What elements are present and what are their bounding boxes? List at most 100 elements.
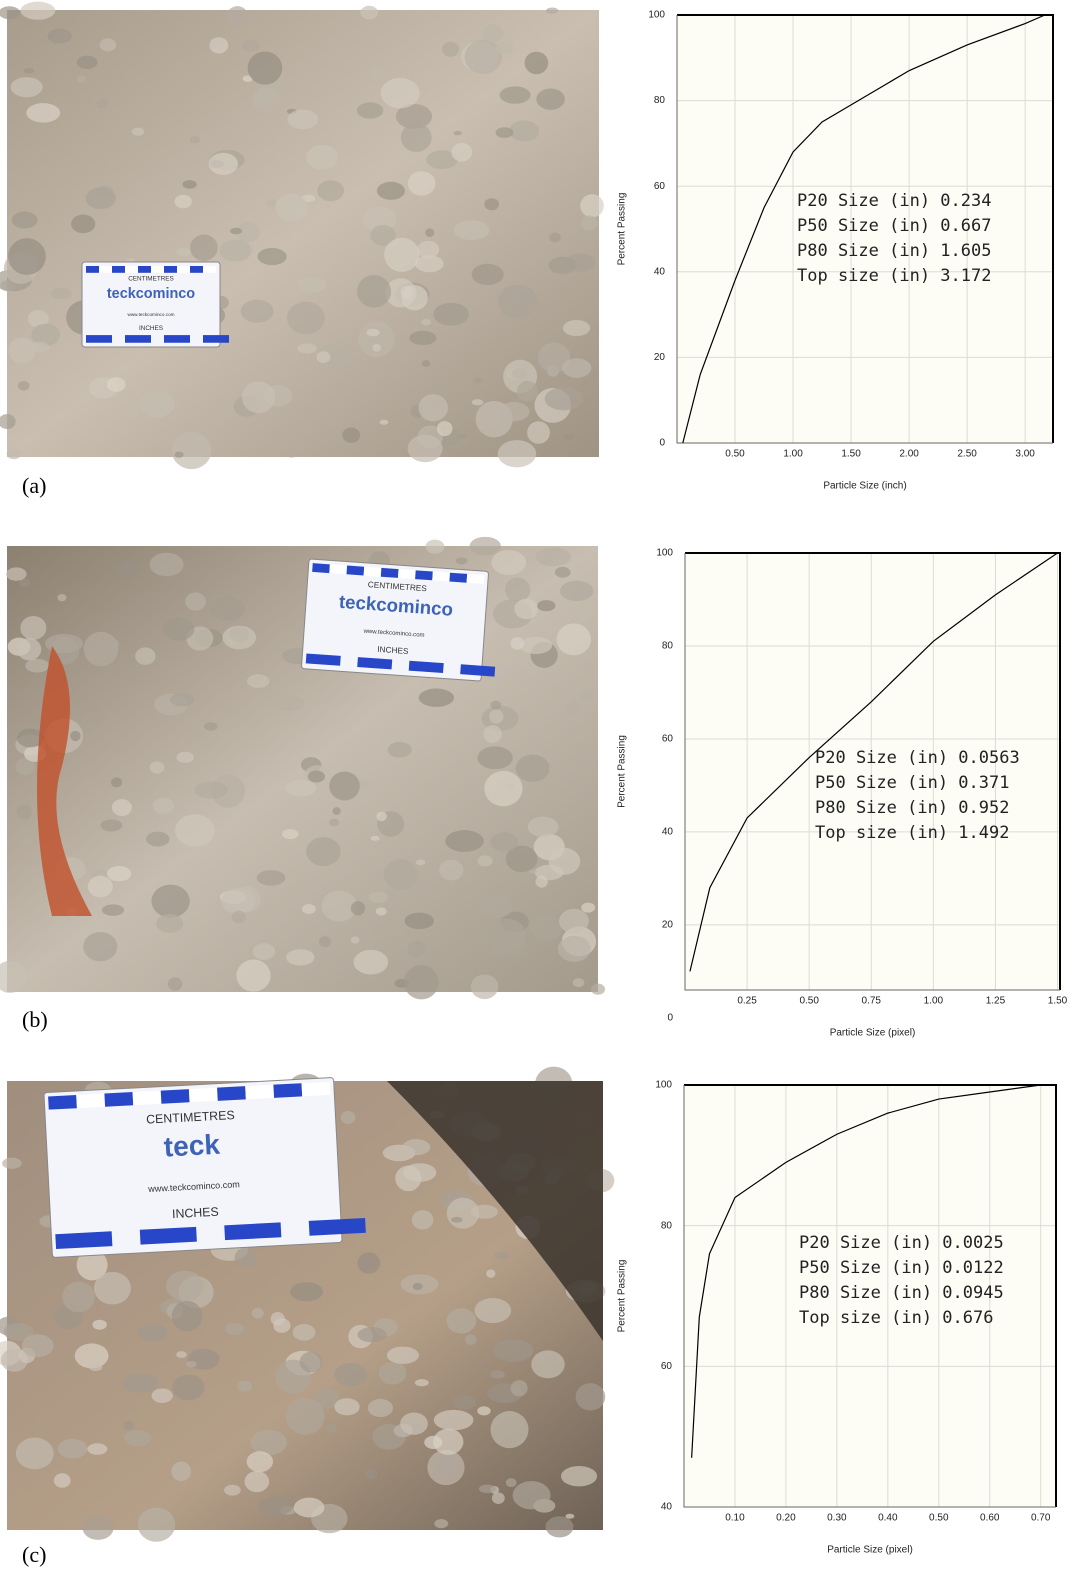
rock [107,866,131,881]
card-bar-top [125,266,138,273]
x-tick-label: 0.50 [725,449,745,460]
rock [537,600,555,611]
rock [564,434,574,440]
card-bar-top [364,567,382,577]
rock [500,86,531,103]
rock [54,1473,71,1487]
card-bar-top [302,1082,331,1097]
rock [357,1252,380,1274]
rock [536,88,565,109]
y-axis-label: Percent Passing [617,735,628,808]
rock [402,1139,430,1155]
rock [186,1361,197,1367]
rock [366,1469,377,1480]
rock [227,6,248,25]
rock [434,1519,448,1528]
rock [8,238,46,275]
y-tick-label: 80 [662,641,674,652]
card-bar-top [346,566,364,576]
card-bar-top [449,573,467,583]
card-text: INCHES [172,1205,219,1221]
rock [434,1410,474,1430]
rock [329,772,360,801]
x-tick-label: 0.10 [725,1513,745,1524]
rock [483,725,501,743]
rock [549,257,577,274]
x-tick-label: 0.60 [980,1513,1000,1524]
rock [367,329,380,337]
rock [290,1282,323,1301]
rock [71,215,95,234]
rock [401,123,432,152]
card-bar-top [86,266,99,273]
rock [132,128,145,136]
card-text: INCHES [139,325,163,332]
panel-label: (a) [22,473,46,498]
rock [376,812,387,821]
rock [317,351,331,363]
photo [0,537,605,1000]
rock [581,215,598,230]
rock [294,1498,325,1518]
card-bar-top [112,266,125,273]
rock [415,1379,429,1386]
rock [297,277,327,293]
rock [360,6,377,20]
rock [48,29,73,44]
rock [57,594,66,601]
rock [51,288,72,299]
card-bar-top [104,1092,133,1107]
rock [341,1111,356,1124]
rock [22,840,32,846]
rock [288,110,319,130]
card-bar-top [76,1094,105,1109]
rock [383,859,418,890]
rock [387,1347,419,1364]
rock [567,701,581,715]
x-tick-label: 0.20 [776,1513,796,1524]
card-bar-top [273,1083,302,1098]
rock [17,804,32,819]
rock [546,7,558,13]
rock [252,1308,264,1318]
rock [357,275,391,307]
rock [275,194,308,222]
card-bar-top [467,574,485,584]
rock [371,836,380,841]
y-axis-label: Percent Passing [617,193,628,266]
annotation: P20 Size (in) 0.0025 [799,1233,1004,1253]
rock [221,888,254,914]
rock [591,984,605,995]
y-tick-label: 20 [662,920,674,931]
rock [285,780,316,796]
rock [490,832,517,852]
rock [419,689,454,707]
rock [401,286,414,299]
rock [486,1270,495,1278]
y-tick-label: 80 [654,95,666,106]
rock [563,320,590,336]
rock [257,870,286,886]
rock [224,1485,241,1496]
annotation: Top size (in) 3.172 [797,266,991,286]
y-axis-label: Percent Passing [617,1260,628,1333]
rock [177,247,191,256]
card-bar-bottom [224,1222,281,1240]
card-text: teckcominco [107,286,195,302]
rock [473,378,482,384]
rock [558,936,591,962]
card-bar-bottom [125,335,151,343]
card-bar-top [381,568,399,578]
rock [465,40,502,74]
card-bar-bottom [86,335,112,343]
rock [92,1320,106,1330]
rock [511,637,524,650]
photo [0,2,604,470]
rock [122,1373,159,1392]
rock [416,859,426,865]
rock [421,318,431,325]
card-bar-top [432,572,450,582]
rock [573,978,585,987]
rock [194,782,228,799]
rock [527,421,550,444]
